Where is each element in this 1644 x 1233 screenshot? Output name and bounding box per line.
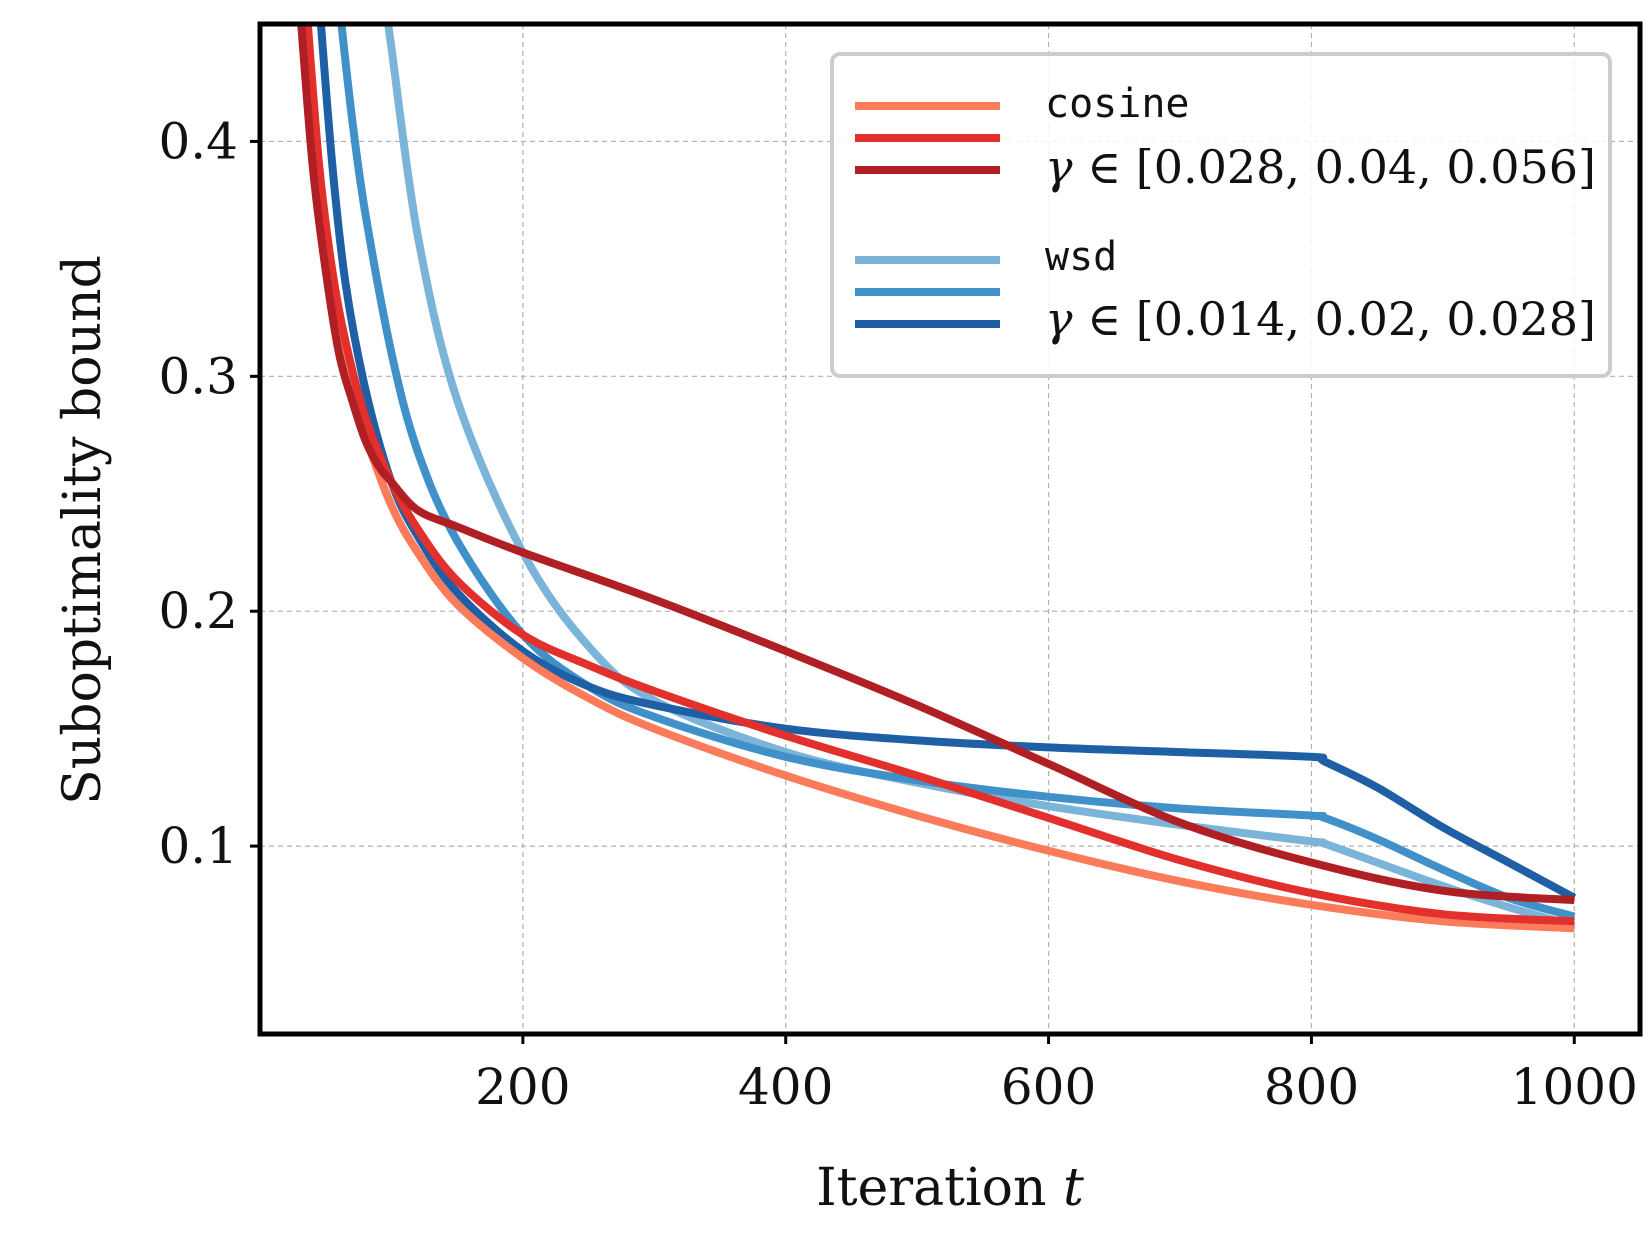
y-tick-label: 0.4: [158, 112, 238, 170]
series-line-wsd-2: [337, 24, 1576, 921]
x-tick-label: 400: [738, 1058, 833, 1116]
legend: cosine γ ∈ [0.028, 0.04, 0.056] wsd γ ∈ …: [830, 52, 1612, 378]
y-tick-label: 0.3: [158, 347, 238, 405]
series-lines: [297, 24, 1577, 933]
legend-title-wsd: wsd: [1045, 234, 1117, 280]
x-tick-label: 1000: [1511, 1058, 1638, 1116]
y-tick-label: 0.2: [158, 582, 238, 640]
x-axis-ticks: 200 400 600 800 1000: [475, 1034, 1638, 1116]
legend-title-cosine: cosine: [1045, 81, 1190, 127]
legend-box: [830, 52, 1612, 378]
legend-gamma-wsd: γ ∈ [0.014, 0.02, 0.028]: [1045, 292, 1596, 346]
plot-frame: [257, 21, 1643, 1037]
x-axis-label: Iteration t: [816, 1158, 1084, 1218]
series-line-cosine-3: [297, 24, 1575, 905]
y-axis-ticks: 0.1 0.2 0.3 0.4: [158, 112, 260, 875]
x-tick-label: 200: [475, 1058, 570, 1116]
y-tick-label: 0.1: [158, 817, 238, 875]
series-line-cosine-2: [303, 24, 1575, 926]
y-axis-label: Suboptimality bound: [53, 255, 113, 805]
x-tick-label: 600: [1001, 1058, 1096, 1116]
legend-gamma-cosine: γ ∈ [0.028, 0.04, 0.056]: [1045, 140, 1596, 194]
x-tick-label: 800: [1264, 1058, 1359, 1116]
